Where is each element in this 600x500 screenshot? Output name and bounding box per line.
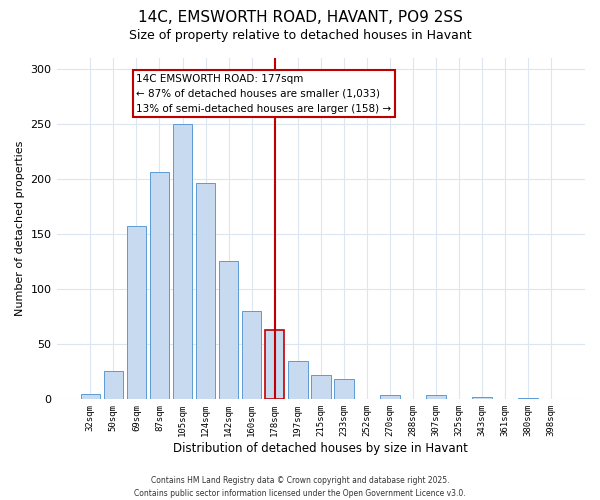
X-axis label: Distribution of detached houses by size in Havant: Distribution of detached houses by size … [173,442,468,455]
Bar [380,395,400,400]
Bar [149,172,169,400]
Bar [104,370,123,400]
Y-axis label: Number of detached properties: Number of detached properties [15,140,25,316]
Bar [196,183,215,400]
Bar [173,124,193,400]
Bar [242,311,262,400]
Bar [219,262,238,400]
Bar [127,226,146,400]
Bar [334,380,353,400]
Text: 14C, EMSWORTH ROAD, HAVANT, PO9 2SS: 14C, EMSWORTH ROAD, HAVANT, PO9 2SS [137,10,463,25]
Bar [80,394,100,400]
Bar [472,397,492,400]
Text: Contains HM Land Registry data © Crown copyright and database right 2025.
Contai: Contains HM Land Registry data © Crown c… [134,476,466,498]
Bar [311,375,331,400]
Bar [288,360,308,400]
Bar [426,395,446,400]
Text: Size of property relative to detached houses in Havant: Size of property relative to detached ho… [128,29,472,42]
Bar [518,398,538,400]
Text: 14C EMSWORTH ROAD: 177sqm
← 87% of detached houses are smaller (1,033)
13% of se: 14C EMSWORTH ROAD: 177sqm ← 87% of detac… [136,74,392,114]
Bar [265,330,284,400]
